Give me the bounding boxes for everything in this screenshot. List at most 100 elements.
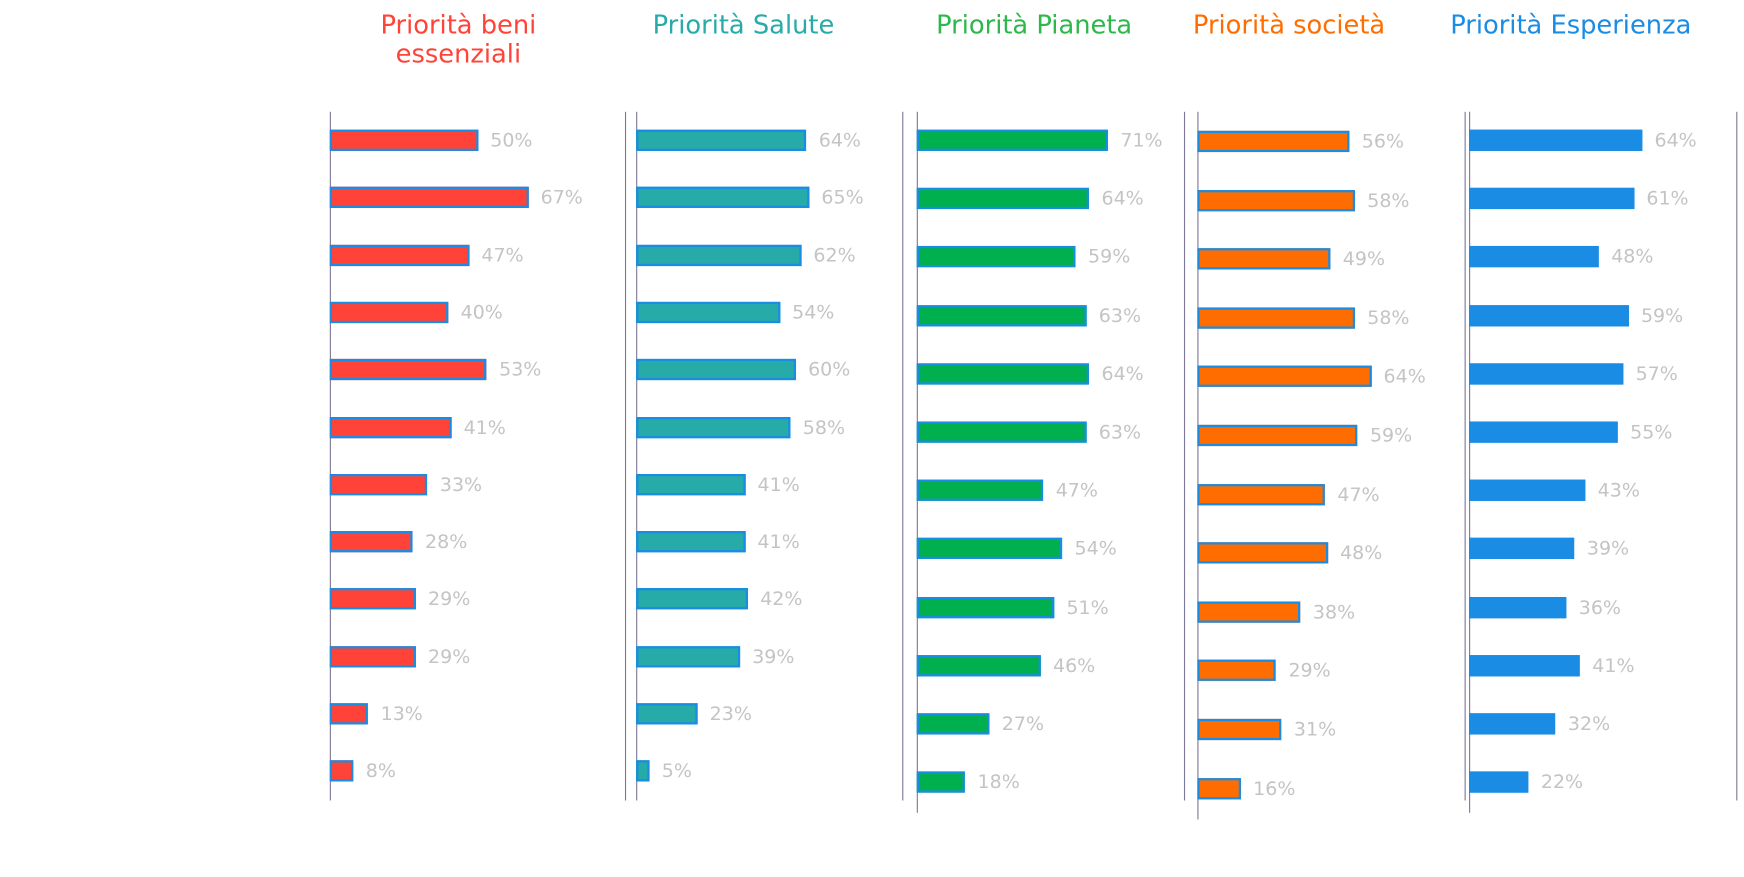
data-label: 33% [439, 473, 483, 497]
data-label: 8% [365, 760, 396, 783]
panel-title: Priorità Pianeta [936, 11, 1133, 41]
axis-line [636, 111, 638, 801]
bar [329, 473, 428, 496]
data-label: 16% [1253, 777, 1296, 801]
data-label: 64% [1383, 366, 1426, 389]
bar [1469, 129, 1643, 151]
bar [636, 531, 746, 553]
data-label: 64% [1101, 188, 1144, 211]
bar [329, 301, 449, 323]
bar [916, 479, 1044, 502]
data-label: 36% [1578, 596, 1621, 619]
data-label: 56% [1361, 130, 1405, 154]
bar [329, 645, 416, 668]
bar [636, 416, 791, 438]
axis-line [1197, 111, 1199, 820]
bar [916, 538, 1063, 560]
bar [1469, 363, 1624, 385]
data-label: 63% [1098, 304, 1142, 328]
data-label: 58% [802, 416, 846, 439]
bar [1197, 718, 1282, 741]
bar [916, 246, 1076, 268]
panel-title: Priorità Salute [652, 11, 835, 41]
bar [916, 129, 1109, 151]
data-label: 62% [813, 244, 856, 267]
bar [636, 359, 796, 381]
panel-divider [1464, 111, 1466, 801]
bar [1469, 771, 1529, 793]
bar [1197, 542, 1328, 564]
bar [916, 771, 966, 793]
data-label: 5% [661, 760, 692, 783]
bar [1469, 713, 1556, 735]
data-label: 64% [1101, 363, 1144, 386]
bar [1469, 304, 1629, 327]
data-label: 41% [757, 473, 800, 497]
bar [1197, 130, 1350, 153]
data-label: 41% [1592, 654, 1635, 678]
data-label: 18% [977, 771, 1020, 794]
data-label: 64% [1654, 129, 1697, 153]
data-label: 46% [1052, 654, 1096, 678]
data-label: 64% [818, 129, 861, 153]
bar [916, 421, 1087, 443]
data-label: 29% [1288, 660, 1331, 683]
data-label: 42% [760, 588, 803, 611]
data-label: 65% [821, 187, 864, 210]
data-label: 29% [428, 588, 471, 611]
bar [636, 187, 810, 209]
bar [329, 359, 487, 381]
bar [636, 473, 746, 496]
bar [1197, 424, 1358, 447]
bar [1469, 421, 1618, 443]
data-label: 13% [380, 703, 423, 726]
panel-divider [1736, 111, 1738, 801]
data-label: 71% [1120, 129, 1163, 153]
bar [636, 645, 740, 668]
data-label: 40% [460, 301, 503, 325]
data-label: 48% [1611, 246, 1654, 269]
bar [329, 588, 416, 610]
bar [916, 596, 1055, 618]
data-label: 41% [463, 416, 506, 439]
bar [636, 703, 698, 725]
bar [1469, 188, 1635, 210]
bar [329, 416, 452, 438]
axis-line [329, 111, 331, 801]
panel-title: Priorità Esperienza [1450, 11, 1692, 41]
bar [329, 760, 354, 782]
bar [1197, 248, 1331, 270]
panel-divider [902, 111, 904, 801]
panel-title: Priorità beni essenziali [380, 11, 537, 70]
bar [1469, 246, 1599, 268]
bar [329, 129, 478, 151]
data-label: 53% [499, 359, 542, 382]
data-label: 41% [757, 531, 800, 554]
data-label: 22% [1540, 771, 1584, 794]
data-label: 55% [1630, 421, 1673, 444]
axis-line [916, 111, 918, 813]
bar [916, 363, 1090, 385]
bar [1197, 660, 1277, 682]
bar [1197, 483, 1326, 505]
bar [1197, 366, 1372, 388]
bar [916, 188, 1090, 210]
panel-title: Priorità società [1192, 11, 1386, 41]
data-label: 29% [428, 645, 471, 669]
data-label: 43% [1597, 479, 1640, 503]
bar [916, 713, 990, 735]
data-label: 48% [1340, 542, 1383, 565]
data-label: 50% [490, 129, 533, 153]
data-label: 63% [1098, 421, 1142, 444]
bar [916, 654, 1041, 677]
panel-divider [1183, 111, 1186, 801]
data-label: 58% [1367, 307, 1410, 330]
data-label: 54% [1074, 538, 1117, 561]
data-label: 59% [1640, 304, 1684, 328]
data-label: 49% [1342, 248, 1386, 271]
data-label: 54% [792, 301, 835, 325]
data-label: 58% [1367, 189, 1410, 212]
panel-divider [624, 111, 627, 801]
data-label: 32% [1567, 713, 1611, 736]
